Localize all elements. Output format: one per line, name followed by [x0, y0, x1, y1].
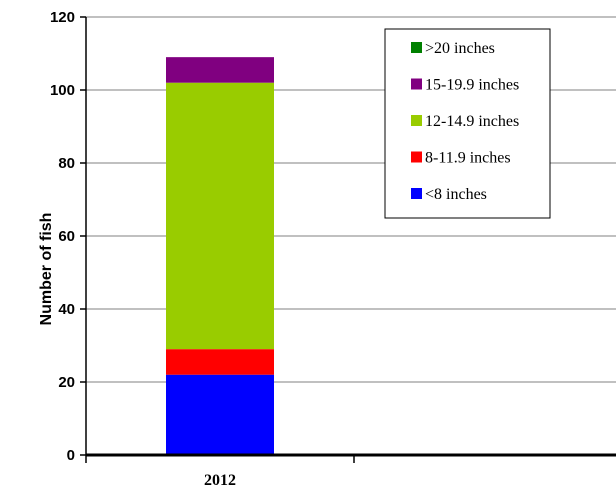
legend-label: >20 inches	[425, 40, 495, 57]
y-tick-label: 100	[50, 82, 75, 99]
bar-segment	[166, 57, 274, 83]
y-tick-label: 80	[58, 155, 75, 172]
legend-swatch	[411, 42, 422, 53]
bar-segment	[166, 374, 274, 455]
y-axis-title: Number of fish	[38, 213, 55, 326]
legend-swatch	[411, 115, 422, 126]
legend: >20 inches 15-19.9 inches 12-14.9 inches 8-…	[384, 28, 551, 219]
legend-label: 15-19.9 inches	[425, 77, 519, 94]
legend-label: <8 inches	[425, 186, 487, 203]
y-tick-label: 40	[58, 301, 75, 318]
bar-segment	[166, 349, 274, 375]
tick-labels: 0 20 40 60 80 100 120 2012	[50, 9, 236, 489]
legend-swatch	[411, 188, 422, 199]
legend-items: >20 inches 15-19.9 inches 12-14.9 inches 8-…	[411, 40, 519, 203]
legend-swatch	[411, 78, 422, 90]
y-tick-label: 120	[50, 9, 75, 26]
legend-swatch	[411, 151, 422, 163]
y-tick-label: 60	[58, 228, 75, 245]
legend-label: 8-11.9 inches	[425, 150, 511, 167]
legend-label: 12-14.9 inches	[425, 113, 519, 130]
axes	[80, 16, 616, 463]
y-tick-label: 20	[58, 374, 75, 391]
y-tick-label: 0	[67, 447, 75, 464]
bars	[166, 57, 274, 455]
x-tick-label: 2012	[204, 472, 236, 489]
bar-segment	[166, 82, 274, 350]
